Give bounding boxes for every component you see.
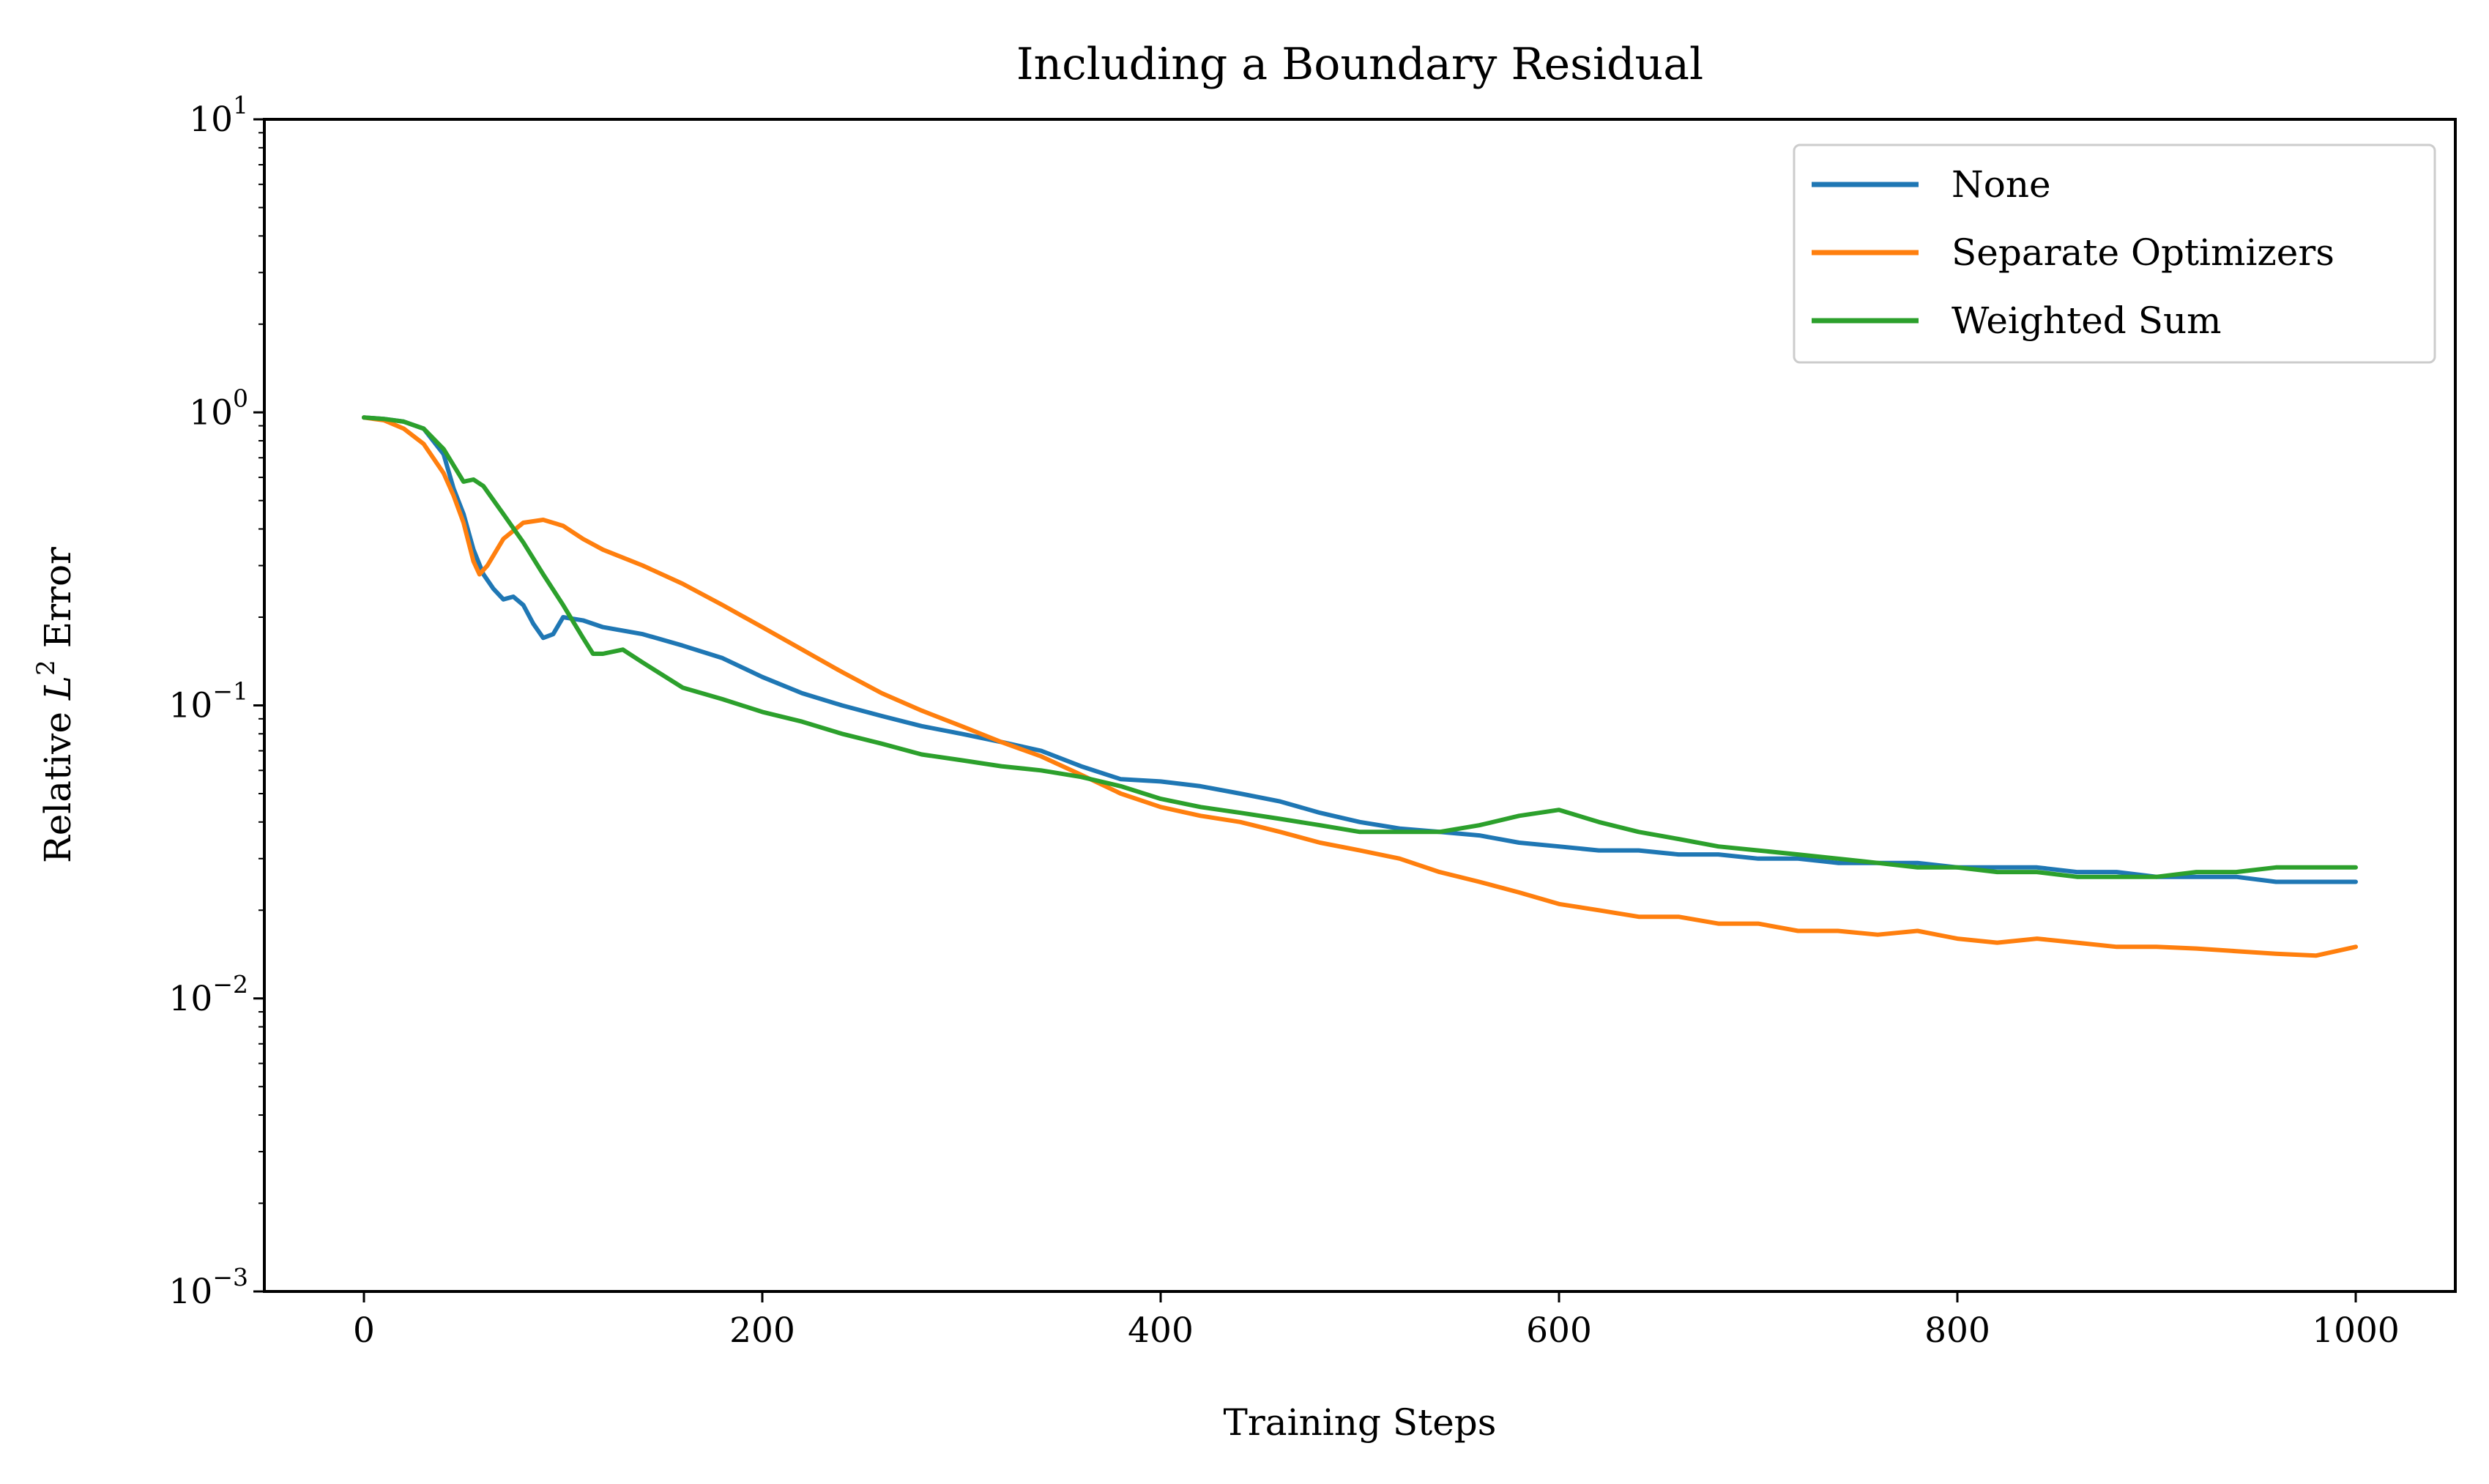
x-axis-ticks: 0 200 400 600 800 1000 [353, 1291, 2400, 1351]
y-axis-label: Relative L2 Error [31, 547, 79, 863]
series-line-0 [362, 415, 2358, 884]
y-tick-label-4: 101 [189, 91, 248, 140]
y-axis-ticks: 10−3 10−2 10−1 100 101 [169, 91, 264, 1312]
y-axis-label-suffix: Error [37, 547, 79, 660]
x-tick-label-0: 0 [353, 1310, 375, 1351]
x-tick-label-3: 600 [1526, 1310, 1592, 1351]
x-tick-label-5: 1000 [2312, 1310, 2400, 1351]
x-tick-label-1: 200 [729, 1310, 795, 1351]
legend-label-2: Weighted Sum [1952, 299, 2222, 342]
y-tick-label-2: 10−1 [169, 677, 248, 726]
y-tick-label-3: 100 [189, 384, 248, 433]
legend-label-0: None [1952, 163, 2051, 206]
legend: None Separate Optimizers Weighted Sum [1793, 143, 2436, 364]
legend-box [1793, 143, 2436, 364]
y-axis-label-superscript: 2 [31, 660, 61, 676]
x-tick-label-2: 400 [1128, 1310, 1194, 1351]
chart-title: Including a Boundary Residual [1016, 39, 1703, 90]
series-layer [362, 415, 2358, 958]
y-axis-label-symbol: L [37, 676, 79, 701]
y-tick-label-1: 10−2 [169, 970, 248, 1019]
x-tick-label-4: 800 [1924, 1310, 1990, 1351]
x-axis-label: Training Steps [1224, 1401, 1497, 1444]
y-axis-label-prefix: Relative [37, 700, 79, 863]
legend-label-1: Separate Optimizers [1952, 231, 2334, 274]
series-line-1 [362, 415, 2358, 958]
series-line-2 [362, 415, 2358, 879]
y-tick-label-0: 10−3 [169, 1263, 248, 1312]
